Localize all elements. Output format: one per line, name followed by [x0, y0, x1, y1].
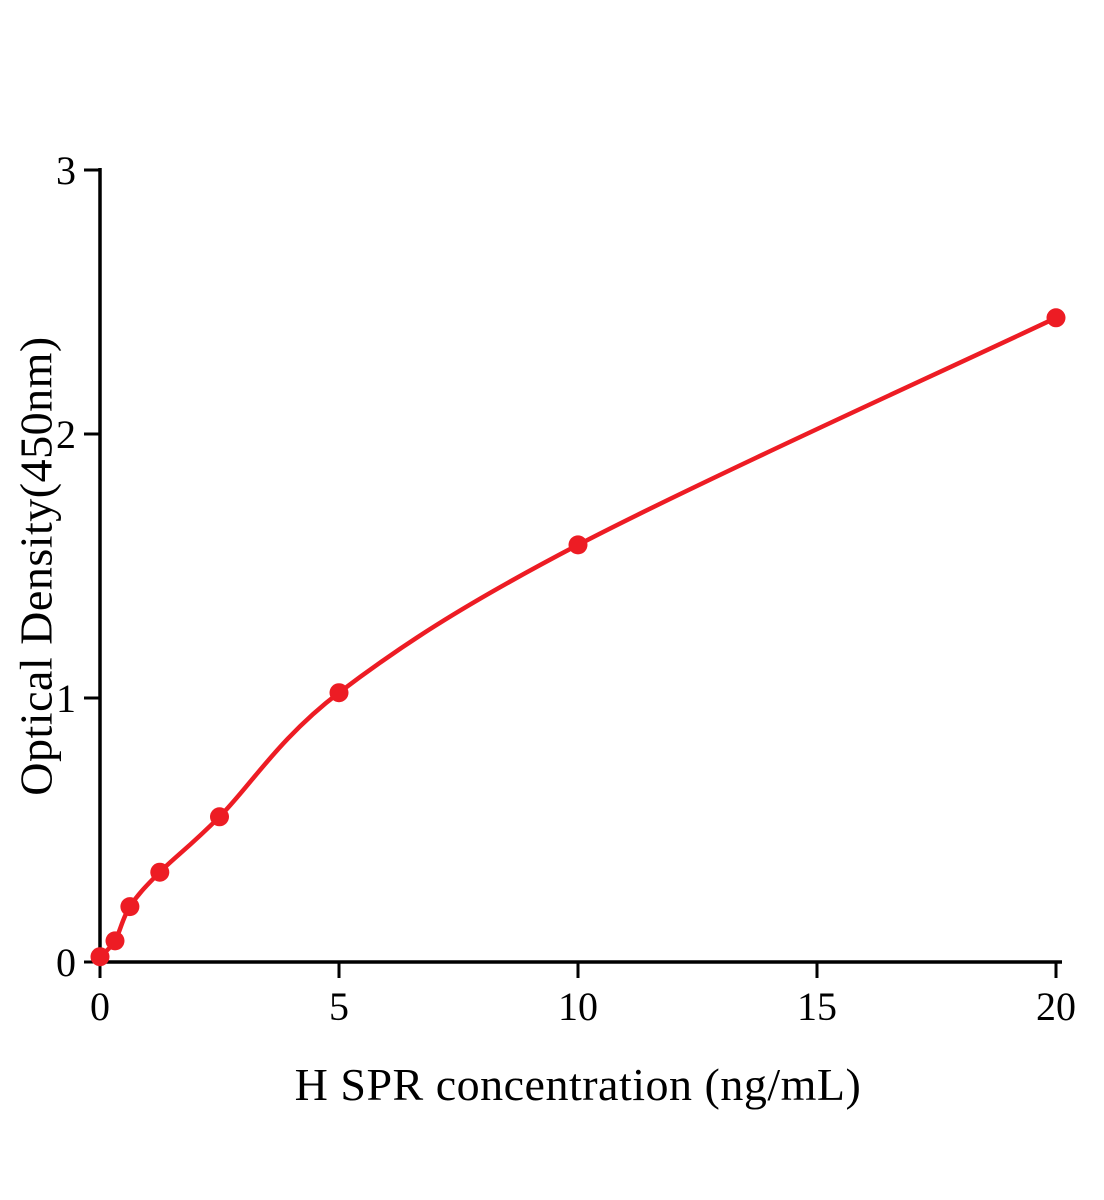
y-axis-title: Optical Density(450nm): [10, 336, 62, 796]
data-point: [150, 862, 170, 882]
data-point: [1046, 308, 1066, 328]
x-tick-label: 0: [90, 984, 110, 1029]
x-axis-title: H SPR concentration (ng/mL): [294, 1059, 862, 1110]
data-point: [90, 947, 110, 967]
tick-labels: 0 5 10 15 20 0 1 2 3: [56, 148, 1076, 1029]
axes: [98, 168, 1062, 964]
x-tick-label: 10: [558, 984, 598, 1029]
data-point: [568, 535, 588, 555]
data-point: [120, 897, 140, 917]
data-points: [90, 308, 1066, 967]
y-tick-label: 1: [56, 676, 76, 721]
x-tick-label: 5: [329, 984, 349, 1029]
data-point: [329, 683, 349, 703]
x-tick-label: 15: [797, 984, 837, 1029]
data-point: [210, 807, 229, 827]
y-tick-label: 3: [56, 148, 76, 193]
x-tick-label: 20: [1036, 984, 1076, 1029]
y-tick-label: 2: [56, 412, 76, 457]
data-point: [105, 931, 125, 951]
y-tick-label: 0: [56, 940, 76, 985]
axis-ticks: [84, 168, 1058, 978]
fitted-curve: [97, 315, 1059, 959]
